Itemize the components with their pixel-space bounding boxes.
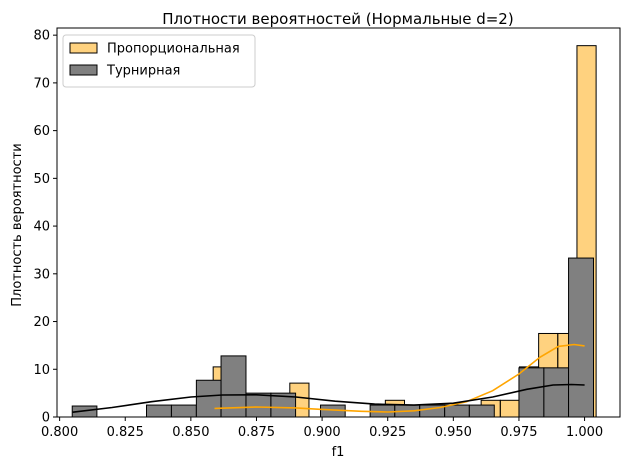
legend: Пропорциональная Турнирная: [62, 34, 256, 88]
hist-bar: [146, 404, 172, 418]
y-tick-label: 70: [33, 76, 50, 91]
hist-bar: [499, 399, 520, 418]
hist-bar: [543, 367, 570, 418]
kde-line-1: [72, 383, 585, 413]
x-tick-label: 0.850: [172, 425, 209, 440]
y-tick-label: 80: [33, 29, 50, 44]
legend-label: Турнирная: [106, 64, 180, 79]
y-tick-label: 60: [33, 124, 50, 139]
hist-bar: [195, 379, 222, 418]
legend-swatch: [69, 64, 98, 76]
y-tick-label: 20: [33, 315, 50, 330]
y-tick-label: 0: [42, 411, 50, 426]
hist-bar: [518, 367, 545, 418]
chart-title: Плотности вероятностей (Нормальные d=2): [162, 10, 513, 28]
y-tick-label: 10: [33, 363, 50, 378]
hist-bar: [468, 404, 495, 418]
y-axis: 0 10 20 30 40 50 60 70 80: [33, 29, 57, 426]
legend-box: [62, 34, 256, 88]
x-tick-label: 0.900: [303, 425, 340, 440]
legend-swatch: [69, 42, 98, 54]
x-tick-label: 0.975: [500, 425, 537, 440]
x-axis-label: f1: [332, 445, 345, 460]
y-tick-label: 50: [33, 172, 50, 187]
x-tick-label: 0.825: [107, 425, 144, 440]
x-tick-label: 0.925: [369, 425, 406, 440]
plot-area: [71, 45, 597, 418]
y-tick-label: 40: [33, 220, 50, 235]
x-tick-label: 0.875: [238, 425, 275, 440]
hist-bar: [170, 404, 197, 418]
y-axis-label: Плотность вероятности: [10, 143, 25, 306]
x-tick-label: 0.800: [41, 425, 78, 440]
x-tick-label: 1.000: [566, 425, 603, 440]
hist-bar: [245, 392, 272, 418]
kde-line-0: [214, 343, 585, 413]
x-tick-label: 0.950: [435, 425, 472, 440]
hist-bar: [568, 257, 594, 418]
axes-frame: [56, 27, 621, 418]
legend-label: Пропорциональная: [107, 42, 240, 57]
x-axis: 0.800 0.825 0.850 0.875 0.900 0.925 0.950 0.975…: [41, 417, 603, 440]
hist-bar: [444, 404, 470, 418]
y-tick-label: 30: [33, 267, 50, 282]
